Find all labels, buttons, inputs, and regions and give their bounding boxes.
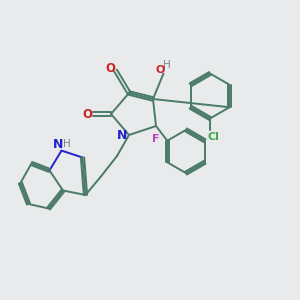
- Text: Cl: Cl: [207, 132, 219, 142]
- Text: N: N: [53, 137, 63, 151]
- Text: O: O: [105, 62, 115, 76]
- Text: H: H: [163, 60, 170, 70]
- Text: F: F: [152, 134, 159, 144]
- Text: H: H: [63, 139, 71, 149]
- Text: O: O: [156, 65, 165, 75]
- Text: N: N: [117, 129, 128, 142]
- Text: O: O: [82, 107, 93, 121]
